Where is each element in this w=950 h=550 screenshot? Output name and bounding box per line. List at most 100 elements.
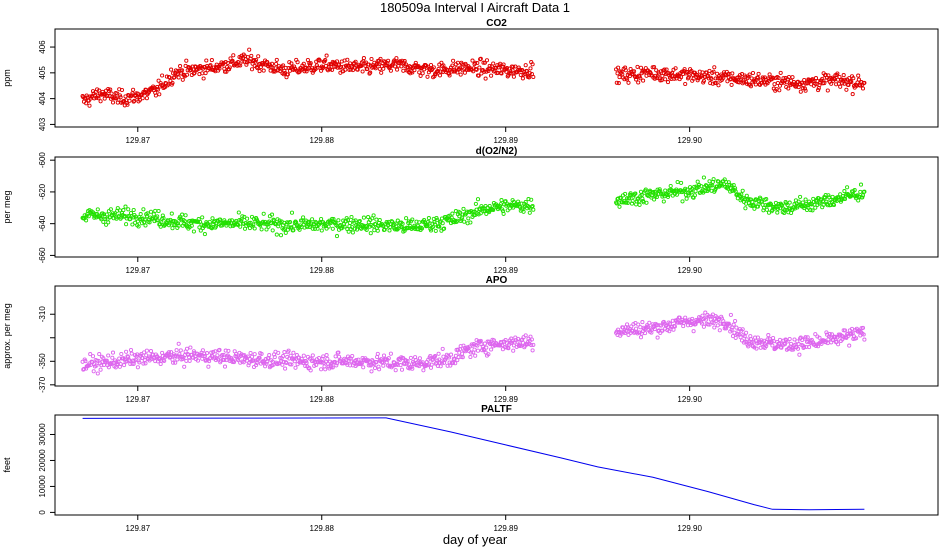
data-point xyxy=(439,361,445,366)
data-point xyxy=(836,342,841,347)
y-tick-label: 406 xyxy=(38,40,47,54)
data-point xyxy=(482,341,487,346)
data-point xyxy=(101,219,106,224)
data-point xyxy=(122,363,127,368)
data-point xyxy=(475,60,480,66)
data-point xyxy=(334,59,340,64)
data-point xyxy=(222,364,228,369)
data-point xyxy=(730,71,735,76)
data-point xyxy=(388,68,393,73)
data-point xyxy=(153,208,158,213)
series xyxy=(82,417,865,511)
data-point xyxy=(470,58,475,63)
data-point xyxy=(379,360,384,365)
series xyxy=(80,175,867,239)
data-point xyxy=(366,215,371,220)
data-point xyxy=(128,211,134,216)
data-point xyxy=(350,230,355,235)
data-point xyxy=(131,207,136,213)
data-point xyxy=(446,355,452,360)
data-point xyxy=(862,80,867,85)
data-point xyxy=(261,211,266,216)
data-point xyxy=(800,85,805,91)
data-point xyxy=(712,65,717,70)
data-point xyxy=(267,353,272,358)
data-point xyxy=(654,192,659,197)
data-point xyxy=(640,196,645,201)
data-point xyxy=(109,91,114,96)
data-point xyxy=(141,361,146,366)
data-point xyxy=(217,66,222,71)
data-point xyxy=(175,357,180,362)
data-point xyxy=(369,369,374,374)
data-point xyxy=(849,331,854,336)
data-point xyxy=(787,200,792,205)
data-point xyxy=(460,355,465,360)
data-point xyxy=(419,226,425,231)
data-point xyxy=(623,191,628,196)
data-point xyxy=(677,315,682,320)
data-point xyxy=(94,363,99,368)
data-point xyxy=(86,98,91,103)
data-point xyxy=(679,75,684,80)
data-point xyxy=(99,363,104,368)
data-point xyxy=(808,208,813,213)
data-point xyxy=(204,58,209,63)
data-point xyxy=(371,213,376,218)
data-point xyxy=(530,62,535,67)
data-point xyxy=(330,365,335,370)
data-point xyxy=(221,352,226,357)
data-point xyxy=(445,363,450,368)
data-point xyxy=(464,63,469,68)
data-point xyxy=(96,96,101,101)
data-point xyxy=(413,60,418,65)
data-point xyxy=(625,200,630,206)
data-point xyxy=(528,66,533,71)
data-point xyxy=(199,222,204,227)
data-point xyxy=(88,352,93,357)
data-point xyxy=(182,219,187,224)
data-point xyxy=(797,352,802,357)
data-point xyxy=(421,368,426,373)
data-point xyxy=(516,336,521,341)
data-point xyxy=(682,67,687,72)
data-point xyxy=(616,81,621,86)
data-point xyxy=(240,214,245,219)
data-point xyxy=(449,215,454,220)
data-point xyxy=(98,367,103,372)
data-point xyxy=(144,96,149,101)
data-point xyxy=(829,332,834,337)
data-point xyxy=(153,359,158,364)
data-point xyxy=(292,66,297,71)
data-point xyxy=(755,335,760,340)
data-point xyxy=(654,68,659,73)
data-point xyxy=(481,60,486,65)
data-point xyxy=(661,319,666,324)
data-point xyxy=(771,335,776,341)
panel-1: CO2 ppm 403 404 405 406 129.87 129.88 129.89 129.… xyxy=(2,18,939,145)
data-point xyxy=(659,78,664,83)
panel-4: PALTF feet 0 10000 20000 30000 129.87 129.88 129… xyxy=(2,404,939,533)
data-point xyxy=(167,355,172,360)
data-point xyxy=(138,212,143,217)
data-point xyxy=(259,227,264,232)
data-point xyxy=(739,192,744,197)
x-tick-label: 129.88 xyxy=(310,136,335,145)
data-point xyxy=(664,67,669,72)
data-point xyxy=(686,193,691,198)
data-point xyxy=(245,216,250,221)
data-point xyxy=(106,86,111,92)
data-point xyxy=(250,224,255,229)
data-point xyxy=(282,350,287,355)
x-axis-label: day of year xyxy=(443,532,508,547)
y-tick-label: 403 xyxy=(38,117,47,131)
data-point xyxy=(816,88,821,93)
y-tick-label: -640 xyxy=(38,215,47,232)
data-point xyxy=(261,68,266,73)
data-point xyxy=(143,223,148,228)
data-point xyxy=(254,65,259,70)
data-point xyxy=(724,326,729,331)
data-point xyxy=(119,211,125,216)
data-point xyxy=(294,220,299,225)
data-point xyxy=(278,69,283,74)
